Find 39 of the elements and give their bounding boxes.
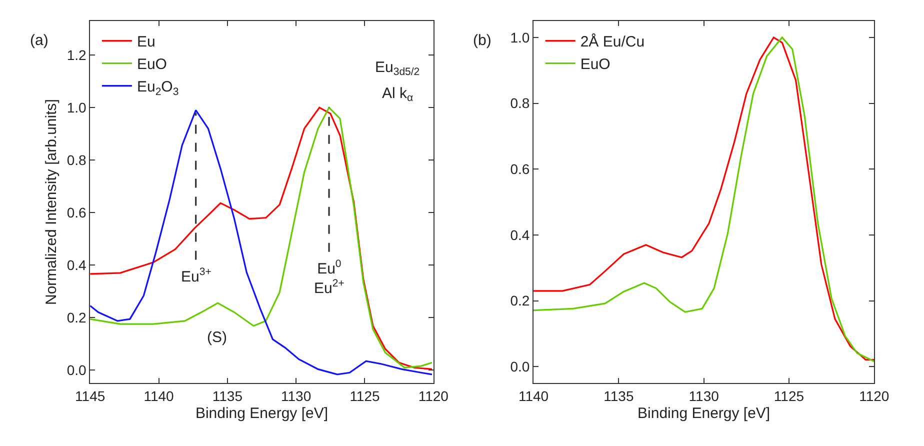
y-tick-label: 0.4 xyxy=(510,226,530,243)
x-tick-label: 1120 xyxy=(859,388,890,404)
y-tick-label: 1.0 xyxy=(510,29,530,46)
x-tick-label: 1125 xyxy=(774,388,804,404)
text: (b) xyxy=(473,32,492,49)
y-tick-label: 0.8 xyxy=(510,95,530,112)
legend-label: Eu$_{2}$O$_{3}$ xyxy=(136,78,179,98)
x-tick-label: 1130 xyxy=(688,388,720,404)
y-tick-label: 0.4 xyxy=(66,256,87,273)
series-label: Eu$^{3+}$ xyxy=(181,266,212,286)
y-tick-label: 1.2 xyxy=(66,46,87,63)
x-tick-label: 1125 xyxy=(350,388,380,404)
x-tick-label: 1140 xyxy=(518,388,549,404)
legend-label: Eu xyxy=(136,34,156,51)
y-tick-label: 0.2 xyxy=(510,292,530,309)
x-tick-label: 1120 xyxy=(418,388,449,404)
y-axis-title: Normalized Intensity [arb.units] xyxy=(43,99,60,305)
series-label: Eu$^{0}$ Eu$^{2+}$ xyxy=(314,258,344,297)
x-tick-label: 1135 xyxy=(212,388,243,404)
x-tick-label: 1135 xyxy=(604,388,634,404)
legend-label: EuO xyxy=(136,56,167,74)
y-tick-label: 1.0 xyxy=(66,99,87,116)
x-axis-title: Binding Energy [eV] xyxy=(638,404,770,422)
y-tick-label: 0.0 xyxy=(66,362,87,378)
legend-label: EuO xyxy=(580,56,610,74)
x-tick-label: 1145 xyxy=(75,388,106,404)
x-tick-label: 1130 xyxy=(281,388,312,404)
x-axis-title: Binding Energy [eV] xyxy=(195,404,328,422)
legend-label: 2Å Eu/Cu xyxy=(580,32,645,51)
x-tick-label: 1140 xyxy=(144,388,174,404)
annotation: (S) xyxy=(207,329,227,346)
y-tick-label: 0.2 xyxy=(66,309,87,326)
annotation: Al k$_{α}$ xyxy=(382,85,414,104)
annotation: Eu$_{3d5/2}$ xyxy=(375,59,420,78)
y-tick-label: 0.8 xyxy=(66,152,87,168)
y-tick-label: 0.6 xyxy=(510,161,530,178)
text: (a) xyxy=(30,32,48,49)
y-tick-label: 0.6 xyxy=(66,204,87,220)
y-tick-label: 0.0 xyxy=(510,358,530,375)
